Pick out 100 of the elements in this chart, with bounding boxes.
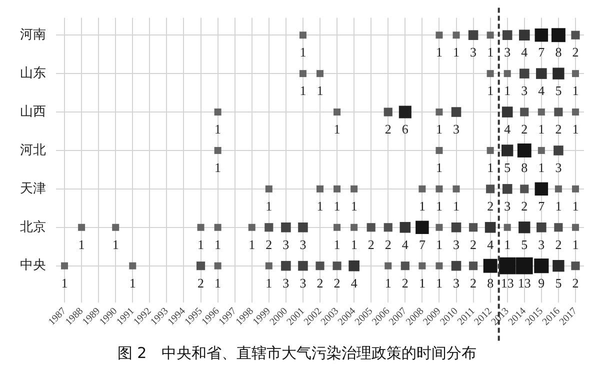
data-label: 1 [316,83,324,98]
data-label: 3 [538,236,545,252]
y-tick-label: 北京 [20,220,46,235]
data-label: 2 [572,275,579,290]
data-label: 1 [384,275,392,290]
data-label: 1 [504,236,511,252]
data-label: 8 [521,160,528,175]
data-label: 1 [487,160,494,175]
data-label: 3 [504,198,511,214]
data-label: 2 [470,275,477,290]
data-label: 1 [214,122,222,137]
data-label: 1 [418,198,426,214]
data-label: 5 [521,236,528,252]
data-label: 1 [436,44,442,60]
data-label: 1 [436,160,442,175]
data-label: 1 [572,122,579,137]
data-label: 1 [572,198,579,214]
data-label: 1 [436,236,442,252]
data-label: 3 [300,236,306,252]
data-label: 1 [214,160,222,175]
data-label: 5 [504,160,511,175]
data-label: 1 [300,44,306,60]
x-tick-label: 2011 [456,306,478,328]
data-label: 1 [436,275,442,290]
data-label: 1 [418,275,426,290]
data-label: 4 [350,275,358,290]
text: 图 2 中央和省、直辖市大气污染治理政策的时间分布 [117,344,477,362]
data-label: 3 [555,160,562,175]
data-label: 4 [487,236,494,252]
data-label: 7 [538,44,546,60]
data-label: 3 [282,275,290,290]
data-label: 1 [350,236,358,252]
data-label: 1 [538,122,545,137]
data-label: 4 [538,83,546,98]
data-label: 1 [214,275,222,290]
data-label: 2 [384,236,392,252]
data-label: 2 [384,122,392,137]
data-label: 1 [334,198,340,214]
data-label: 3 [504,44,511,60]
data-label: 7 [418,236,426,252]
data-label: 3 [453,236,460,252]
data-label: 1 [487,44,494,60]
data-label: 13 [518,275,531,290]
data-label: 1 [316,198,324,214]
data-label: 1 [129,275,136,290]
data-label: 2 [521,198,528,214]
data-label: 3 [470,44,477,60]
data-label: 1 [436,122,442,137]
data-label: 1 [334,122,340,137]
data-label: 1 [487,83,494,98]
data-label: 1 [300,83,306,98]
data-label: 3 [282,236,290,252]
y-tick-label: 天津 [20,181,46,196]
data-label: 1 [112,236,119,252]
data-label: 8 [555,44,562,60]
data-label: 8 [487,275,494,290]
data-label: 1 [266,275,272,290]
data-label: 5 [555,275,562,290]
data-label: 3 [300,275,306,290]
data-label: 2 [555,122,562,137]
data-label: 2 [487,198,494,214]
data-label: 1 [436,198,442,214]
data-label: 1 [248,236,256,252]
data-label: 5 [555,83,562,98]
data-label: 1 [61,275,68,290]
data-label: 2 [402,275,408,290]
data-label: 1 [334,236,340,252]
data-label: 2 [470,236,477,252]
data-label: 1 [266,198,272,214]
y-tick-label: 河北 [20,142,46,158]
data-label: 2 [555,236,562,252]
data-label: 2 [521,122,528,137]
data-label: 1 [504,83,511,98]
data-label: 1 [214,236,222,252]
data-label: 3 [521,83,528,98]
data-label: 6 [402,122,409,137]
y-tick-label: 山西 [20,104,46,120]
data-label: 1 [453,198,460,214]
data-label: 3 [453,122,460,137]
data-label: 1 [572,83,579,98]
data-label: 7 [538,198,546,214]
data-label: 13 [500,275,514,290]
data-label: 2 [368,236,374,252]
data-label: 3 [453,275,460,290]
data-label: 1 [572,236,579,252]
data-label: 4 [402,236,409,252]
y-tick-label: 山东 [20,66,46,81]
data-label: 2 [198,275,204,290]
data-label: 1 [538,160,545,175]
data-label: 2 [266,236,272,252]
data-label: 4 [504,122,512,137]
data-label: 2 [316,275,324,290]
y-tick-label: 中央 [20,258,46,274]
data-label: 1 [453,44,460,60]
data-label: 1 [78,236,85,252]
y-tick-label: 河南 [20,27,46,42]
data-label: 2 [572,44,579,60]
data-label: 4 [521,44,528,60]
data-label: 9 [538,275,545,290]
data-label: 1 [350,198,358,214]
